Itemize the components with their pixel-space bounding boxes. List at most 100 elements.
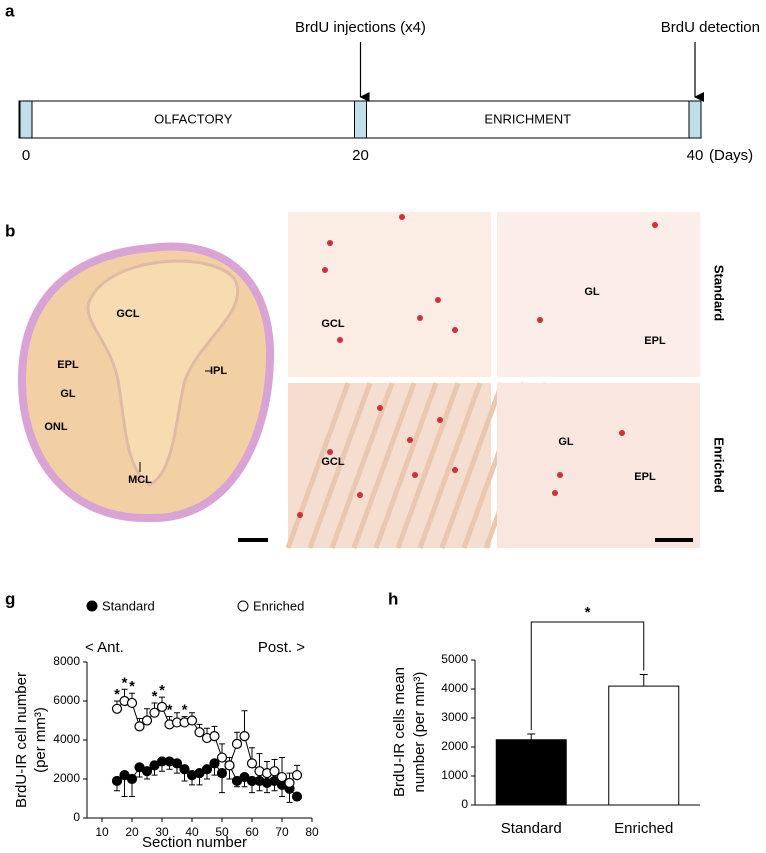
streak xyxy=(285,382,351,549)
point xyxy=(276,771,288,783)
y-tick-label: 0 xyxy=(73,810,80,824)
region-label: ONL xyxy=(44,421,68,433)
labeled-cell xyxy=(652,222,658,228)
significance-star: * xyxy=(159,682,165,699)
point xyxy=(186,715,198,726)
significance-star: * xyxy=(114,686,120,703)
point xyxy=(291,769,303,781)
streak xyxy=(329,382,395,549)
significance-star: * xyxy=(129,678,135,695)
significance-star: * xyxy=(122,674,128,691)
point xyxy=(291,791,303,802)
region-label: EPL xyxy=(644,335,666,347)
labeled-cell xyxy=(337,337,343,343)
timeline-marker xyxy=(19,100,33,139)
legend-label: Standard xyxy=(102,598,155,613)
phase-label: ENRICHMENT xyxy=(484,111,571,126)
point xyxy=(216,768,228,779)
x-tick-label: Enriched xyxy=(614,820,673,837)
labeled-cell xyxy=(552,490,558,496)
bar xyxy=(608,685,680,806)
labeled-cell xyxy=(322,267,328,273)
timeline-tick: 40 xyxy=(687,147,704,164)
labeled-cell xyxy=(377,405,383,411)
region-label: IPL xyxy=(210,365,227,377)
point xyxy=(126,773,138,785)
region-label: GCL xyxy=(321,456,345,468)
error-bar xyxy=(527,733,536,740)
streak xyxy=(351,382,417,549)
x-tick-label: 80 xyxy=(305,825,319,839)
labeled-cell xyxy=(327,240,333,246)
scale-bar xyxy=(238,538,268,542)
region-label: GL xyxy=(584,286,600,298)
point xyxy=(111,703,123,714)
micrograph xyxy=(497,212,700,377)
region-label: EPL xyxy=(57,359,79,371)
legend-marker xyxy=(237,600,249,612)
point xyxy=(224,760,235,771)
labeled-cell xyxy=(619,430,625,436)
x-tick-label: 10 xyxy=(95,825,109,839)
labeled-cell xyxy=(452,467,458,473)
region-label: GL xyxy=(558,436,574,448)
y-tick-label: 2000 xyxy=(53,771,80,785)
x-tick-label: 50 xyxy=(215,825,229,839)
significance-star: * xyxy=(182,702,188,719)
y-tick-label: 8000 xyxy=(53,654,80,668)
y-axis-label: BrdU-IR cells mean xyxy=(391,667,408,797)
y-tick-label: 0 xyxy=(461,797,468,811)
streak xyxy=(307,382,373,549)
streak xyxy=(395,382,461,549)
panel-label: h xyxy=(388,589,398,608)
significance-star: * xyxy=(167,702,173,719)
x-tick-label: 60 xyxy=(245,825,259,839)
event-label: BrdU detection xyxy=(661,19,760,36)
point xyxy=(216,752,228,763)
region-label: GL xyxy=(60,388,76,400)
y-axis-label: BrdU-IR cell number xyxy=(13,672,30,808)
significance-star: * xyxy=(585,604,591,621)
micrograph xyxy=(497,383,700,548)
y-axis-label: (per mm³) xyxy=(32,707,49,773)
labeled-cell xyxy=(452,327,458,333)
labeled-cell xyxy=(407,437,413,443)
point xyxy=(209,758,220,769)
timeline-marker xyxy=(688,100,702,139)
timeline-marker xyxy=(354,100,367,139)
point xyxy=(209,730,220,742)
significance-star: * xyxy=(152,688,158,705)
timeline-tick: 0 xyxy=(22,147,30,164)
region-label: GCL xyxy=(321,318,345,330)
x-tick-label: 40 xyxy=(185,825,199,839)
point xyxy=(284,777,295,789)
point xyxy=(134,721,145,732)
point xyxy=(269,766,280,777)
y-tick-label: 1000 xyxy=(441,768,468,782)
point xyxy=(126,697,138,709)
micrograph xyxy=(288,212,491,377)
labeled-cell xyxy=(537,317,543,323)
x-axis-label: Section number xyxy=(142,834,247,851)
error-bar xyxy=(639,674,648,687)
panel-label: b xyxy=(5,221,15,240)
labeled-cell xyxy=(327,449,333,455)
scale-bar xyxy=(655,538,693,542)
labeled-cell xyxy=(297,512,303,518)
region-label: MCL xyxy=(128,474,152,486)
point xyxy=(111,775,123,787)
point xyxy=(246,758,258,769)
legend-marker xyxy=(86,600,98,612)
direction-label: < Ant. xyxy=(85,639,124,656)
y-axis-label: number (per mm³) xyxy=(411,672,428,793)
panel-label: g xyxy=(5,589,15,608)
point xyxy=(141,715,153,726)
x-tick-label: Standard xyxy=(501,820,562,837)
streak xyxy=(417,382,483,549)
timeline-tick: 20 xyxy=(352,147,369,164)
y-tick-label: 3000 xyxy=(441,710,468,724)
bar xyxy=(495,739,567,806)
point xyxy=(194,727,205,738)
y-tick-label: 4000 xyxy=(441,681,468,695)
